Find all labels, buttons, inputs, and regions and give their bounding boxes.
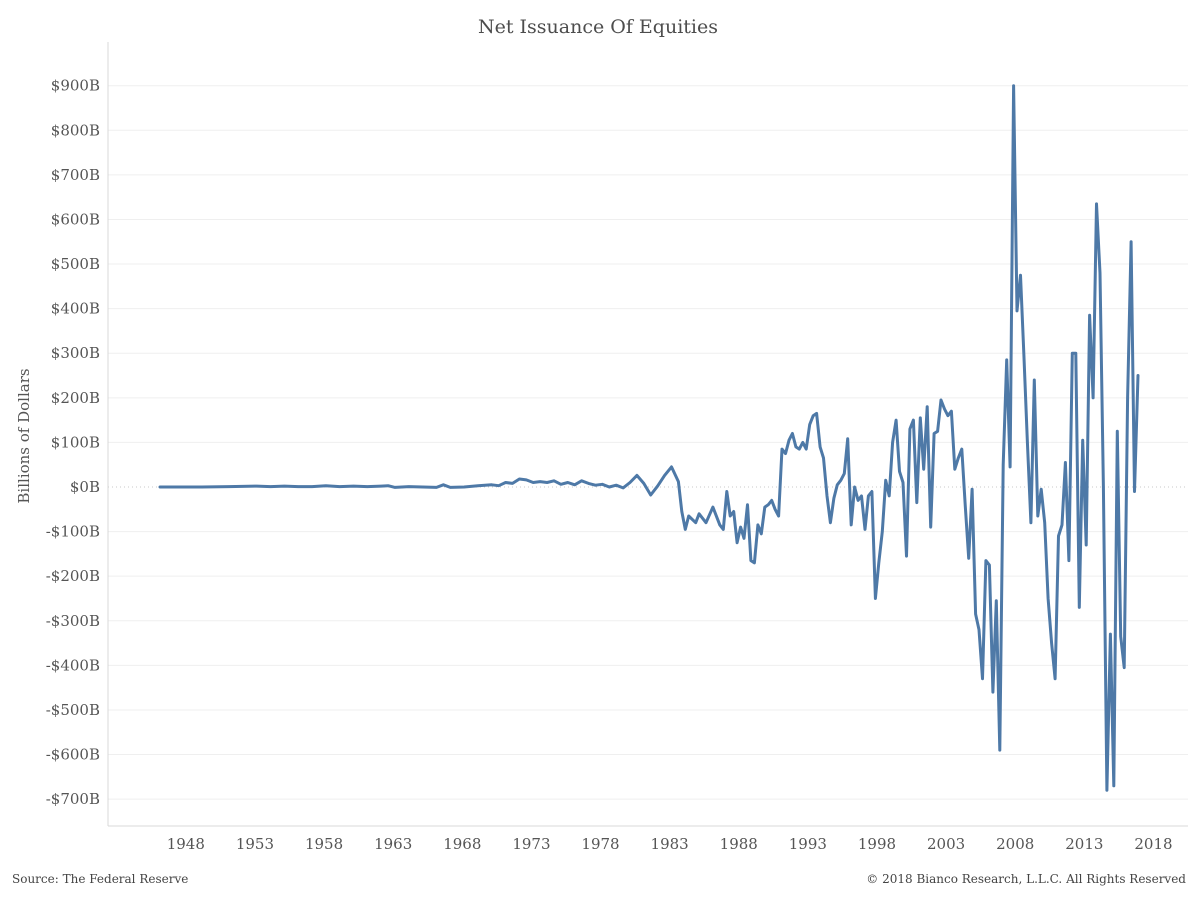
source-note: Source: The Federal Reserve <box>12 872 189 886</box>
x-tick-label: 1968 <box>443 835 481 853</box>
series-layer <box>158 84 1140 792</box>
x-tick-label: 2003 <box>927 835 965 853</box>
y-tick-label: -$700B <box>46 790 100 808</box>
x-axis: 1948 1953 1958 1963 1968 1973 1978 1983 1988 1993… <box>108 825 1188 853</box>
x-tick-label: 1953 <box>236 835 274 853</box>
x-tick-label: 2008 <box>996 835 1034 853</box>
y-tick-label: $200B <box>51 389 100 407</box>
y-tick-label: -$100B <box>46 523 100 541</box>
x-tick-label: 1983 <box>651 835 689 853</box>
x-tick-label: 1998 <box>858 835 896 853</box>
y-tick-label: $800B <box>51 121 100 139</box>
x-tick-label: 2018 <box>1134 835 1172 853</box>
y-tick-label: $400B <box>51 300 100 318</box>
y-tick-label: $600B <box>51 210 100 228</box>
copyright-note: © 2018 Bianco Research, L.L.C. All Right… <box>866 872 1186 886</box>
y-tick-label: -$600B <box>46 746 100 764</box>
gridlines <box>108 85 1188 800</box>
x-tick-label: 1963 <box>374 835 412 853</box>
y-tick-label: $0B <box>70 478 100 496</box>
y-tick-label: $500B <box>51 255 100 273</box>
x-tick-label: 1988 <box>720 835 758 853</box>
y-tick-label: -$500B <box>46 701 100 719</box>
chart-title: Net Issuance Of Equities <box>478 16 718 38</box>
y-tick-label: -$200B <box>46 567 100 585</box>
series-line <box>158 84 1140 792</box>
x-tick-label: 1973 <box>512 835 550 853</box>
y-tick-label: -$400B <box>46 656 100 674</box>
x-tick-label: 1948 <box>167 835 205 853</box>
y-tick-label: $700B <box>51 166 100 184</box>
y-axis: $900B $800B $700B $600B $500B $400B $300B $200B… <box>46 42 109 826</box>
x-tick-label: 2013 <box>1065 835 1103 853</box>
y-tick-label: -$300B <box>46 612 100 630</box>
y-axis-title: Billions of Dollars <box>15 368 33 503</box>
x-tick-label: 1978 <box>581 835 619 853</box>
x-tick-label: 1993 <box>789 835 827 853</box>
x-tick-label: 1958 <box>305 835 343 853</box>
y-tick-label: $900B <box>51 77 100 95</box>
y-tick-label: $300B <box>51 344 100 362</box>
y-tick-label: $100B <box>51 433 100 451</box>
